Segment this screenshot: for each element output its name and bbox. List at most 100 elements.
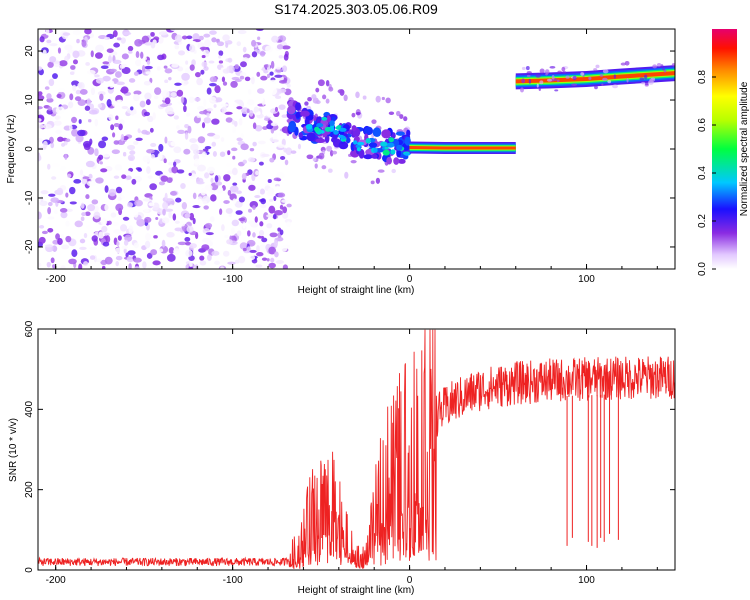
upper-speckle xyxy=(650,77,656,80)
noise-blob xyxy=(189,44,196,53)
noise-blob xyxy=(192,204,201,209)
noise-blob xyxy=(135,51,140,58)
noise-blob xyxy=(44,86,50,90)
noise-blob xyxy=(145,232,151,241)
noise-blob xyxy=(117,235,122,241)
spectrogram-y-tick-label: 10 xyxy=(24,94,35,106)
noise-blob xyxy=(141,35,150,44)
noise-blob xyxy=(60,166,67,171)
noise-blob xyxy=(134,39,143,47)
noise-blob xyxy=(268,205,276,214)
noise-blob xyxy=(100,168,108,173)
transition-blob xyxy=(314,163,318,169)
noise-blob xyxy=(110,124,115,131)
noise-blob xyxy=(161,90,170,98)
noise-blob xyxy=(218,60,224,64)
noise-blob xyxy=(231,219,240,227)
noise-blob xyxy=(106,99,112,108)
noise-blob xyxy=(266,223,273,229)
noise-blob xyxy=(91,40,96,49)
transition-blob xyxy=(381,96,385,101)
noise-blob xyxy=(176,125,180,130)
noise-blob xyxy=(62,32,71,36)
noise-blob xyxy=(188,96,195,103)
noise-blob xyxy=(167,140,172,146)
noise-blob xyxy=(211,118,220,125)
noise-blob xyxy=(255,264,263,268)
noise-blob xyxy=(69,112,75,119)
noise-blob xyxy=(198,35,204,41)
noise-blob xyxy=(153,235,158,239)
noise-blob xyxy=(122,31,132,36)
noise-blob xyxy=(142,198,151,202)
transition-blob xyxy=(290,150,297,154)
noise-blob xyxy=(71,128,79,137)
transition-blob xyxy=(315,87,320,93)
noise-blob xyxy=(209,30,217,35)
noise-blob xyxy=(203,66,209,71)
noise-blob xyxy=(89,103,94,110)
noise-blob xyxy=(185,112,191,117)
noise-blob xyxy=(158,31,168,36)
noise-blob xyxy=(133,113,141,118)
noise-blob xyxy=(251,39,257,47)
noise-blob xyxy=(252,205,256,210)
noise-blob xyxy=(59,60,68,67)
upper-speckle xyxy=(535,74,541,78)
noise-blob xyxy=(239,242,248,250)
noise-blob xyxy=(72,84,77,92)
noise-blob xyxy=(257,187,261,196)
noise-blob xyxy=(73,179,82,184)
noise-blob xyxy=(189,261,193,268)
noise-blob xyxy=(188,172,192,176)
noise-blob xyxy=(157,54,165,61)
noise-blob xyxy=(275,185,280,192)
noise-blob xyxy=(275,260,284,264)
noise-blob xyxy=(189,138,198,144)
noise-blob xyxy=(232,155,236,160)
noise-blob xyxy=(85,194,90,200)
noise-blob xyxy=(127,45,134,52)
noise-blob xyxy=(177,129,186,135)
noise-blob xyxy=(225,124,234,128)
upper-speckle xyxy=(551,74,555,80)
upper-speckle xyxy=(521,78,526,84)
noise-blob xyxy=(127,250,136,256)
noise-blob xyxy=(121,53,129,60)
upper-speckle xyxy=(549,66,556,69)
upper-speckle xyxy=(536,83,539,88)
noise-blob xyxy=(185,249,193,257)
noise-blob xyxy=(166,253,176,262)
noise-blob xyxy=(241,181,248,186)
noise-blob xyxy=(65,220,70,227)
noise-blob xyxy=(197,136,206,144)
noise-blob xyxy=(84,105,91,111)
noise-blob xyxy=(247,230,251,237)
noise-blob xyxy=(181,201,188,210)
signal-blob xyxy=(295,111,300,119)
noise-blob xyxy=(183,80,189,85)
noise-blob xyxy=(274,209,283,216)
noise-blob xyxy=(185,241,192,246)
noise-blob xyxy=(282,206,288,214)
noise-blob xyxy=(55,177,63,186)
signal-core xyxy=(365,138,371,144)
noise-blob xyxy=(77,99,86,107)
noise-blob xyxy=(51,163,61,168)
signal-blob xyxy=(304,118,310,126)
noise-blob xyxy=(113,175,120,179)
snr-x-tick-label: -200 xyxy=(46,575,66,586)
noise-blob xyxy=(284,159,289,166)
noise-blob xyxy=(208,60,215,64)
signal-blob xyxy=(393,157,400,165)
noise-blob xyxy=(56,93,62,99)
upper-speckle xyxy=(545,73,548,76)
signal-blob xyxy=(358,148,365,159)
noise-blob xyxy=(113,42,120,48)
noise-blob xyxy=(88,109,98,115)
noise-blob xyxy=(171,166,179,174)
noise-blob xyxy=(55,233,60,240)
noise-blob xyxy=(242,247,247,252)
noise-blob xyxy=(258,161,264,166)
noise-blob xyxy=(201,54,206,59)
